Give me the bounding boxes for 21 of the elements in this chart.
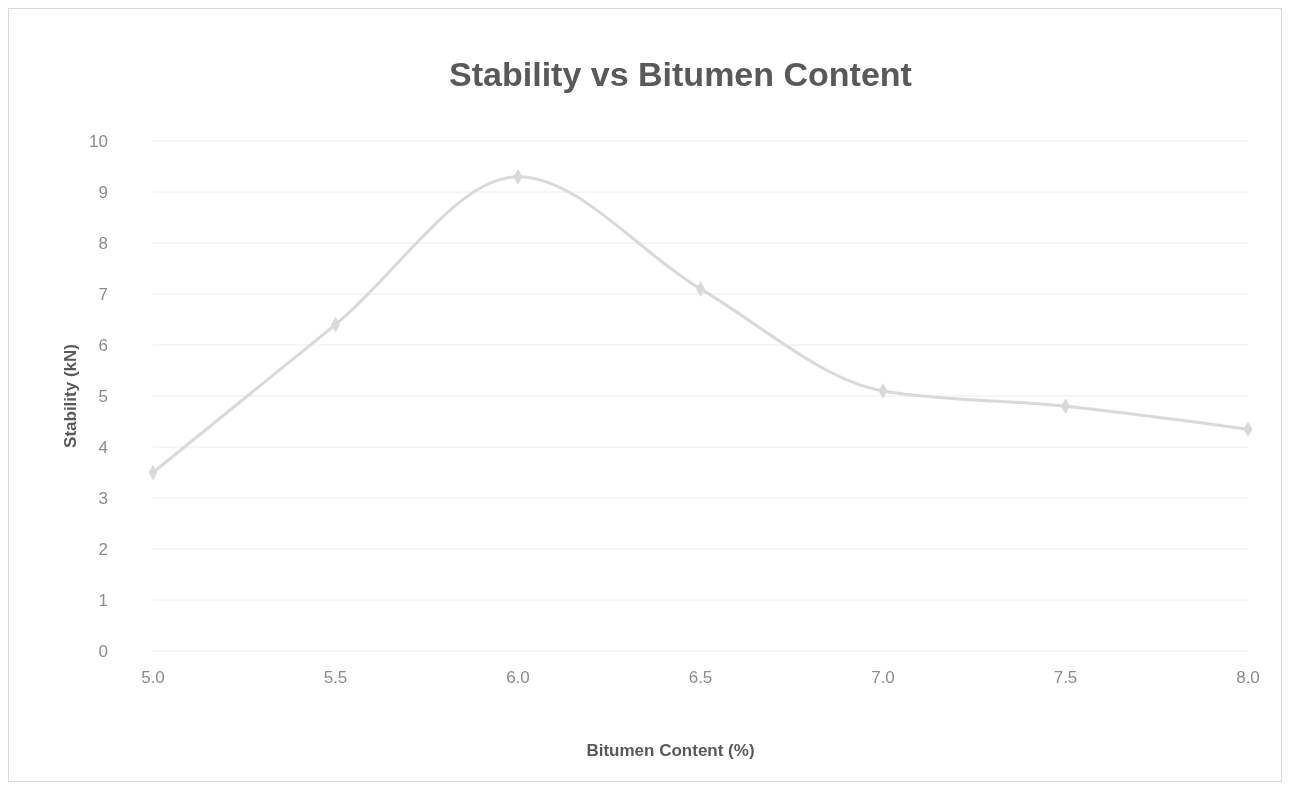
x-tick-label: 5.5 xyxy=(323,667,348,687)
x-tick-label: 6.0 xyxy=(506,667,530,687)
y-tick-label: 10 xyxy=(89,131,108,151)
x-tick-label: 8.0 xyxy=(1236,667,1260,687)
y-tick-label: 6 xyxy=(98,335,108,355)
x-tick-label: 6.5 xyxy=(688,667,713,687)
y-tick-label: 8 xyxy=(98,233,108,253)
x-axis-title: Bitumen Content (%) xyxy=(586,741,755,760)
x-tick-label: 7.5 xyxy=(1053,667,1078,687)
y-tick-label: 3 xyxy=(98,488,108,508)
y-tick-label: 9 xyxy=(98,182,108,202)
y-axis-title: Stability (kN) xyxy=(61,344,80,448)
y-tick-label: 7 xyxy=(98,284,108,304)
x-tick-label: 7.0 xyxy=(871,667,895,687)
x-tick-label: 5.0 xyxy=(141,667,165,687)
y-tick-label: 1 xyxy=(98,590,108,610)
y-tick-label: 4 xyxy=(98,437,108,457)
y-tick-label: 0 xyxy=(98,641,108,661)
chart-title: Stability vs Bitumen Content xyxy=(449,55,912,93)
y-tick-label: 5 xyxy=(98,386,108,406)
y-tick-label: 2 xyxy=(98,539,108,559)
